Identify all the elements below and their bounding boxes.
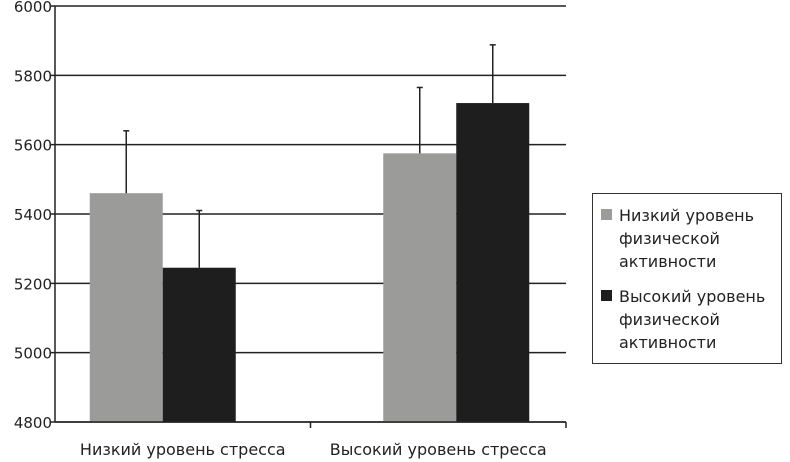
y-tick-label: 5800 (14, 67, 52, 85)
legend-item-low-activity: Низкий уровень физической активности (601, 204, 773, 273)
legend-swatch-low-activity (601, 209, 612, 220)
legend: Низкий уровень физической активности Выс… (592, 193, 782, 364)
legend-item-high-activity: Высокий уровень физической активности (601, 285, 773, 354)
bar (383, 153, 457, 423)
legend-swatch-high-activity (601, 290, 612, 301)
bar (89, 193, 163, 422)
y-tick-label: 5600 (14, 137, 52, 155)
y-tick-label: 4800 (14, 414, 52, 432)
y-tick-label: 5000 (14, 345, 52, 363)
legend-label: Низкий уровень физической активности (619, 206, 755, 271)
legend-label: Высокий уровень физической активности (619, 287, 766, 352)
y-tick-label: 5200 (14, 275, 52, 293)
bar (456, 103, 530, 423)
y-tick-label: 6000 (14, 0, 52, 16)
x-category-label: Высокий уровень стресса (330, 440, 547, 459)
bar (162, 267, 236, 422)
x-category-label: Низкий уровень стресса (80, 440, 286, 459)
y-tick-label: 5400 (14, 206, 52, 224)
